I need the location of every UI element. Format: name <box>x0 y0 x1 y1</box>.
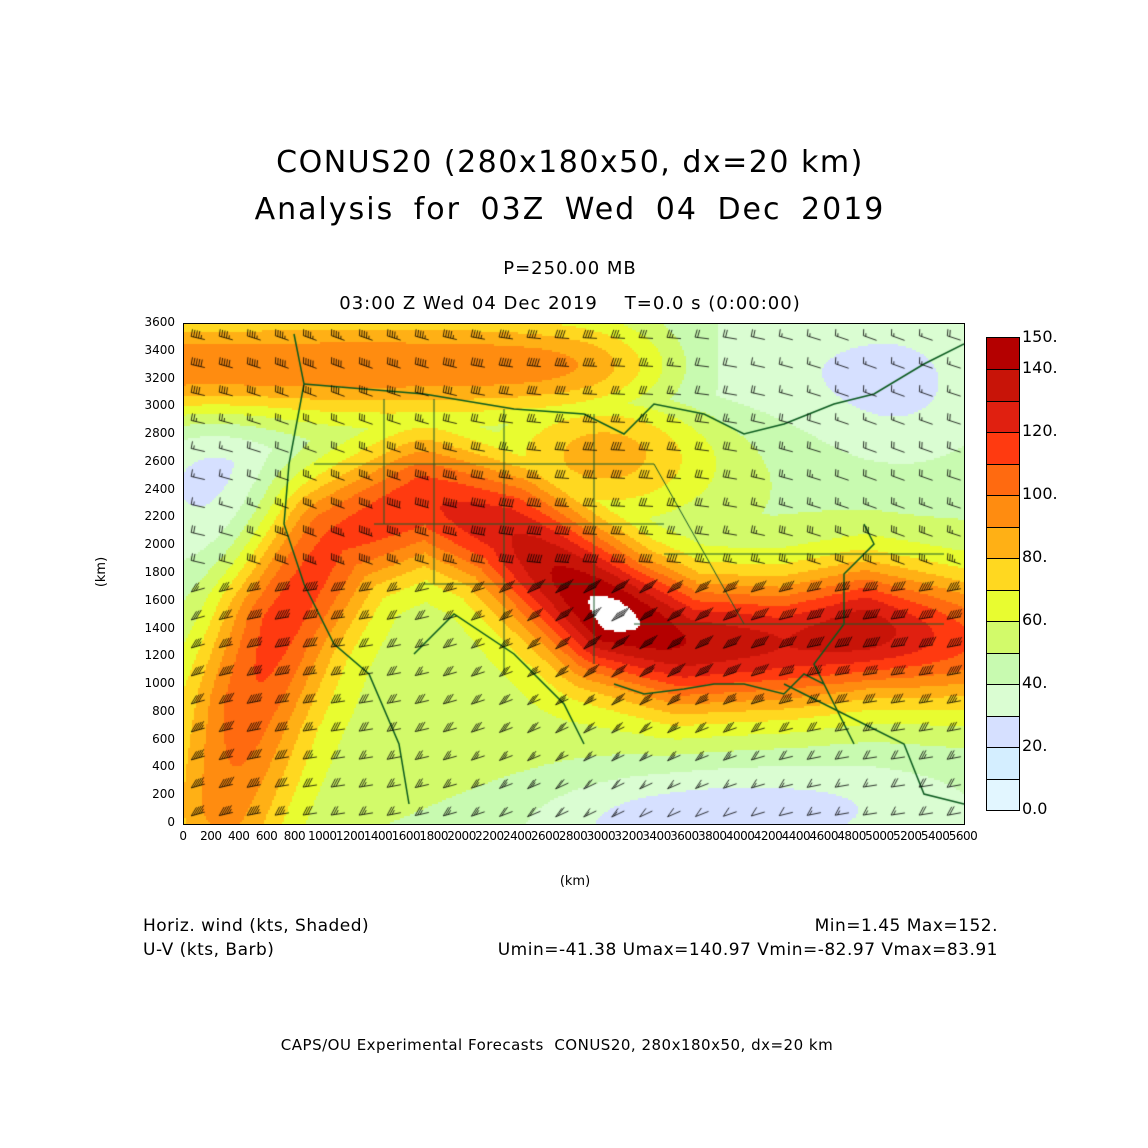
colorbar-box <box>987 526 1019 559</box>
y-tick-label: 2600 <box>144 453 175 468</box>
y-tick-label: 3200 <box>144 370 175 385</box>
x-tick-label: 4200 <box>753 829 783 843</box>
shaded-field-label: Horiz. wind (kts, Shaded) <box>143 916 370 936</box>
colorbar-box <box>987 747 1019 779</box>
y-tick-label: 1400 <box>144 620 175 635</box>
y-tick-label: 1800 <box>144 565 175 579</box>
y-tick-label: 2200 <box>144 509 175 524</box>
colorbar-box <box>987 621 1019 653</box>
x-axis-label: (km) <box>559 874 591 889</box>
title-line-2: Analysis for 03Z Wed 04 Dec 2019 <box>254 192 886 227</box>
x-tick-label: 5400 <box>920 829 950 843</box>
colorbar-box <box>987 778 1019 810</box>
y-tick-label: 3600 <box>144 315 175 329</box>
x-tick-label: 3800 <box>698 829 727 843</box>
x-tick-label: 5200 <box>893 829 922 843</box>
colorbar-label: 100. <box>1022 484 1058 504</box>
x-tick-label: 3200 <box>614 829 643 843</box>
x-tick-label: 2000 <box>447 829 476 843</box>
y-tick-label: 200 <box>152 787 175 802</box>
x-tick-label: 3600 <box>670 829 699 843</box>
x-tick-label: 800 <box>283 829 306 843</box>
y-tick-label: 2400 <box>144 481 175 496</box>
colorbar-box <box>987 715 1019 748</box>
y-tick-label: 0 <box>167 815 175 829</box>
y-tick-label: 2800 <box>144 426 175 441</box>
colorbar-box <box>987 369 1019 401</box>
wind-speed-map <box>183 323 965 825</box>
y-tick-label: 1600 <box>144 592 175 607</box>
colorbar-box <box>987 400 1019 433</box>
valid-time: 03:00 Z Wed 04 Dec 2019 T=0.0 s (0:00:00… <box>339 293 801 314</box>
colorbar-box <box>987 463 1019 496</box>
y-tick-label: 800 <box>152 703 175 718</box>
barb-field-label: U-V (kts, Barb) <box>143 940 275 960</box>
title-line-1: CONUS20 (280x180x50, dx=20 km) <box>276 145 864 180</box>
pressure-level: P=250.00 MB <box>503 258 637 279</box>
x-tick-label: 1400 <box>363 829 393 843</box>
x-tick-label: 5000 <box>865 829 894 843</box>
x-tick-label: 600 <box>255 829 278 843</box>
colorbar-label: 0.0 <box>1022 799 1048 818</box>
uv-stats: Umin=-41.38 Umax=140.97 Vmin=-82.97 Vmax… <box>497 940 998 960</box>
y-tick-label: 1000 <box>144 676 175 691</box>
x-tick-label: 2400 <box>503 829 532 843</box>
y-tick-label: 1200 <box>144 648 175 663</box>
y-tick-label: 2000 <box>144 537 175 552</box>
x-tick-label: 3000 <box>586 829 616 843</box>
colorbar-label: 40. <box>1022 673 1048 693</box>
colorbar-box <box>987 652 1019 685</box>
x-tick-label: 4800 <box>837 829 866 843</box>
colorbar-box <box>987 432 1019 464</box>
colorbar-label: 150. <box>1022 327 1058 346</box>
colorbar-label: 20. <box>1022 736 1048 756</box>
colorbar-label: 60. <box>1022 610 1048 630</box>
x-tick-label: 1600 <box>391 829 421 843</box>
x-tick-label: 1000 <box>308 829 337 843</box>
x-tick-label: 0 <box>179 829 187 843</box>
colorbar-label: 80. <box>1022 547 1048 567</box>
colorbar <box>986 337 1020 811</box>
x-tick-label: 5600 <box>948 829 978 843</box>
x-tick-label: 4400 <box>781 829 811 843</box>
x-tick-label: 3400 <box>642 829 671 843</box>
y-tick-label: 600 <box>152 731 175 746</box>
credit-line: CAPS/OU Experimental Forecasts CONUS20, … <box>280 1036 834 1054</box>
y-tick-label: 3400 <box>144 342 175 357</box>
colorbar-box <box>987 338 1019 370</box>
x-tick-label: 4600 <box>809 829 838 843</box>
x-tick-label: 1200 <box>335 829 365 843</box>
colorbar-label: 120. <box>1022 421 1058 441</box>
colorbar-box <box>987 589 1019 622</box>
colorbar-box <box>987 558 1019 590</box>
x-tick-label: 1800 <box>419 829 448 843</box>
colorbar-box <box>987 495 1019 527</box>
colorbar-label: 140. <box>1022 358 1058 378</box>
x-tick-label: 2600 <box>530 829 560 843</box>
colorbar-box <box>987 684 1019 716</box>
x-tick-label: 4000 <box>725 829 755 843</box>
x-tick-label: 2800 <box>558 829 588 843</box>
min-max-stats: Min=1.45 Max=152. <box>814 916 998 936</box>
x-tick-label: 200 <box>200 829 222 843</box>
y-tick-label: 400 <box>152 759 175 774</box>
x-tick-label: 2200 <box>475 829 504 843</box>
x-tick-label: 400 <box>228 829 250 843</box>
y-tick-label: 3000 <box>144 398 175 413</box>
